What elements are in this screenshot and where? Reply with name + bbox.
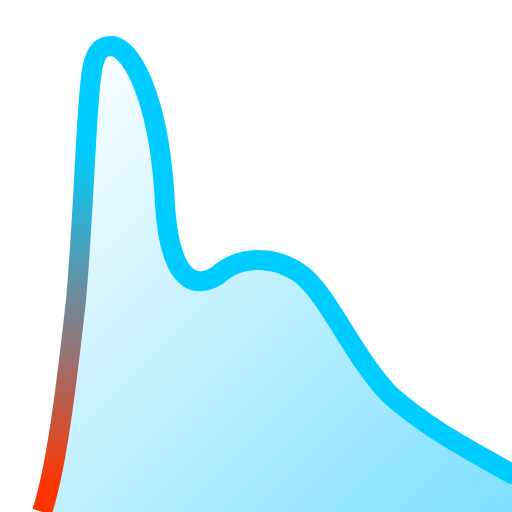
curve-rising-edge [32, 68, 102, 512]
curve-line [82, 36, 512, 484]
curve-area-fill [50, 51, 512, 512]
